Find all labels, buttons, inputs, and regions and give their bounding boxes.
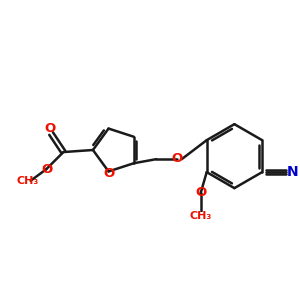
Text: O: O [41,163,52,176]
Text: N: N [287,165,299,179]
Text: O: O [103,167,114,180]
Text: CH₃: CH₃ [16,176,38,186]
Text: CH₃: CH₃ [189,211,212,220]
Text: O: O [45,122,56,135]
Text: O: O [195,186,206,199]
Text: O: O [172,152,183,165]
